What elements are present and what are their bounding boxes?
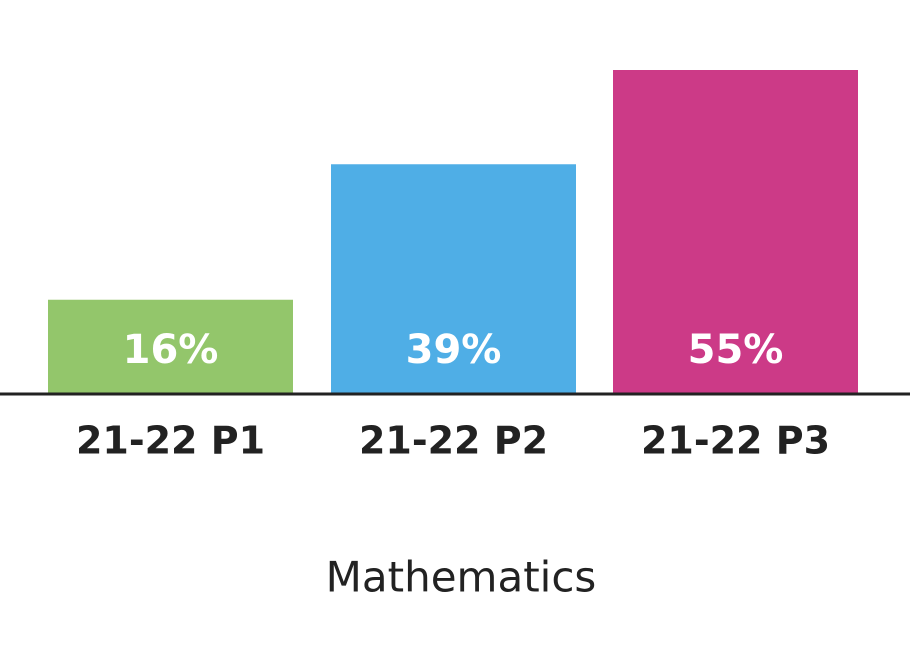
x-tick-label: 21-22 P3	[641, 419, 830, 463]
x-axis-title: Mathematics	[326, 553, 597, 602]
value-label: 16%	[123, 327, 219, 373]
value-label: 39%	[406, 327, 502, 373]
bar	[613, 70, 858, 394]
bar	[48, 299, 293, 394]
x-tick-label: 21-22 P1	[76, 419, 265, 463]
x-tick-label: 21-22 P2	[359, 419, 548, 463]
bar	[331, 164, 576, 394]
value-label: 55%	[688, 327, 784, 373]
